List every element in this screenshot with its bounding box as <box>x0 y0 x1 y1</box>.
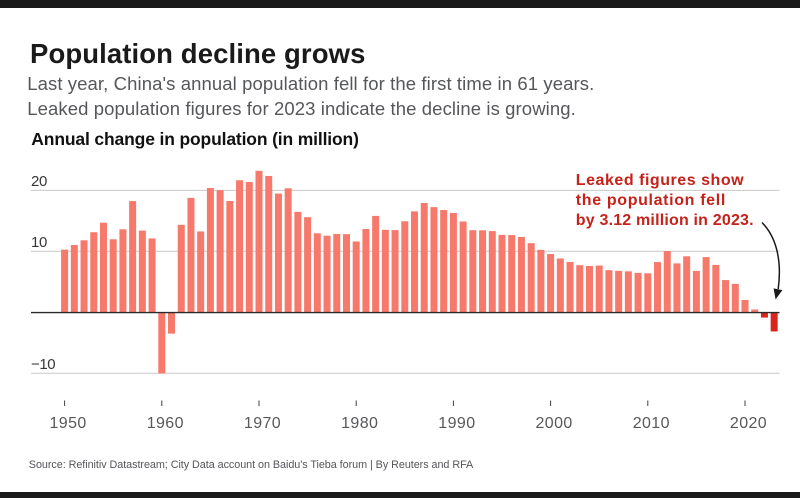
svg-text:−10: −10 <box>31 356 55 373</box>
svg-text:1990: 1990 <box>438 415 475 432</box>
svg-text:2010: 2010 <box>633 415 670 432</box>
svg-text:2000: 2000 <box>535 415 572 432</box>
svg-text:1950: 1950 <box>49 415 86 432</box>
svg-text:1960: 1960 <box>147 415 184 432</box>
svg-text:20: 20 <box>31 173 47 190</box>
svg-text:1980: 1980 <box>341 415 378 432</box>
svg-text:2020: 2020 <box>730 415 767 432</box>
svg-text:1970: 1970 <box>244 415 281 432</box>
svg-text:10: 10 <box>31 234 47 251</box>
